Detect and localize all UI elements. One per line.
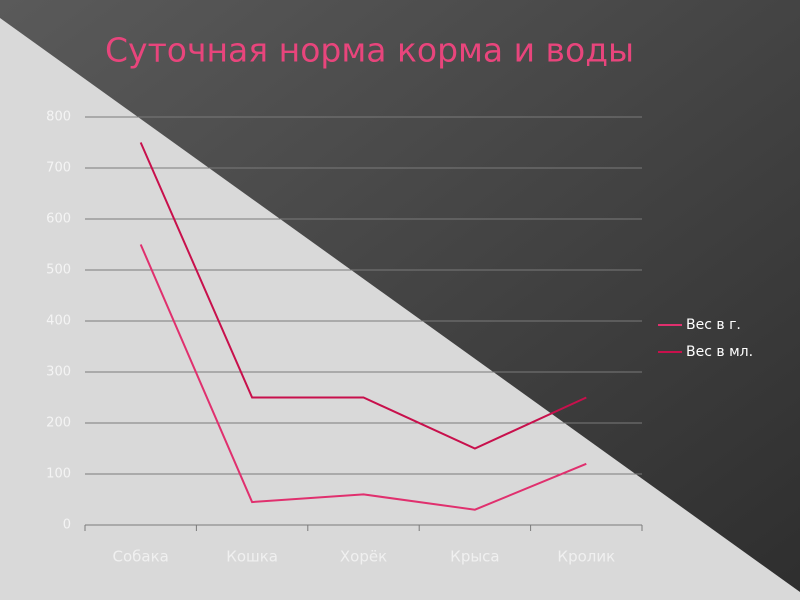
y-tick-label: 0	[63, 518, 71, 533]
x-tick-label: Хорёк	[340, 548, 387, 566]
x-tick-label: Крыса	[450, 548, 499, 566]
y-tick-label: 500	[46, 263, 71, 278]
y-tick-label: 600	[46, 212, 71, 227]
y-tick-label: 100	[46, 467, 71, 482]
y-tick-label: 700	[46, 161, 71, 176]
series-line	[139, 244, 587, 511]
x-tick-label: Собака	[113, 548, 169, 566]
chart-title: Суточная норма корма и воды	[105, 31, 634, 70]
plot: 0 100 200 300 400 500 600 700 800 Собака Кошка Хорё…	[46, 110, 753, 566]
y-tick-label: 800	[46, 110, 71, 125]
y-tick-label: 400	[46, 314, 71, 329]
y-tick-label: 200	[46, 416, 71, 431]
legend-label: Вес в мл.	[686, 344, 753, 360]
y-tick-label: 300	[46, 365, 71, 380]
x-tick-label: Кошка	[226, 548, 278, 566]
background-triangle	[0, 18, 800, 600]
legend-label: Вес в г.	[686, 317, 741, 333]
series-line	[139, 142, 587, 450]
x-tick-label: Кролик	[557, 548, 615, 566]
